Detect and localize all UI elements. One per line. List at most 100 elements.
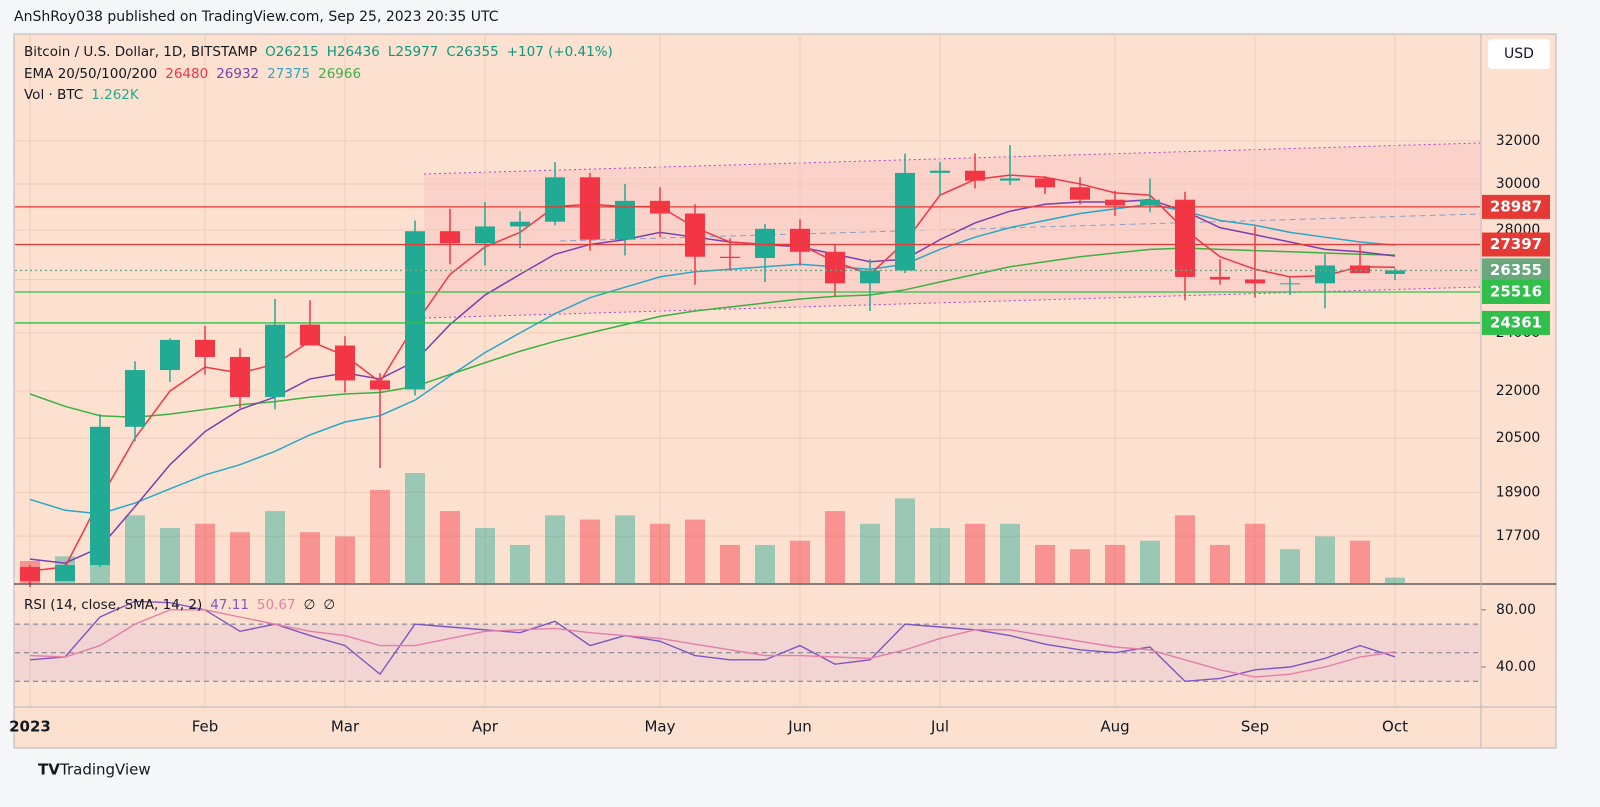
volume-bar [860, 523, 880, 583]
volume-bar [1140, 540, 1160, 583]
candle-body [720, 256, 740, 258]
ema-value: 27375 [267, 66, 311, 82]
y-tick-label: 22000 [1496, 383, 1541, 399]
candle-body [1070, 187, 1090, 200]
candle-body [125, 370, 145, 427]
price-level-box [1482, 310, 1550, 335]
ema-values: 26480 26932 27375 26966 [165, 66, 361, 82]
volume-bar [720, 544, 740, 583]
candle-body [335, 345, 355, 381]
volume-bar [965, 523, 985, 583]
candle-body [230, 356, 250, 398]
y-tick-label: 32000 [1496, 133, 1541, 149]
candle-body [90, 426, 110, 566]
candle-body [1385, 270, 1405, 274]
volume-bar [1350, 540, 1370, 583]
volume-bar [685, 519, 705, 583]
x-tick-label: Feb [192, 718, 219, 736]
volume-bar [1105, 544, 1125, 583]
volume-bar [895, 498, 915, 583]
price-level-label: 24361 [1490, 313, 1542, 331]
y-tick-label: 17700 [1496, 528, 1541, 544]
rsi-values: 47.11 50.67 ∅ ∅ [210, 597, 335, 613]
volume-bar [650, 523, 670, 583]
ohlc-item: H26436 [326, 44, 380, 60]
candle-body [825, 251, 845, 284]
rsi-tick-label: 80.00 [1496, 602, 1536, 618]
candle-body [1245, 279, 1265, 284]
brand-logo: 𝗧𝗩 [38, 761, 60, 779]
volume-bar [580, 519, 600, 583]
published-line: AnShRoy038 published on TradingView.com,… [14, 9, 499, 25]
candle-body [370, 380, 390, 390]
channel-fill [424, 143, 1480, 318]
candle-body [300, 324, 320, 346]
price-level-label: 25516 [1490, 283, 1542, 301]
volume-bar [405, 473, 425, 583]
ohlc-item: O26215 [265, 44, 319, 60]
x-tick-label: Aug [1100, 718, 1129, 736]
volume-bar [825, 511, 845, 583]
price-level-box [1482, 194, 1550, 219]
volume-legend: Vol · BTC 1.262K [24, 87, 139, 103]
ema-value: 26966 [318, 66, 362, 82]
candle-body [1175, 199, 1195, 277]
volume-bar [1210, 544, 1230, 583]
candle-body [1315, 265, 1335, 284]
candle-body [1210, 276, 1230, 280]
candle-body [510, 221, 530, 227]
ema-line [29, 198, 1396, 564]
volume-bar [790, 540, 810, 583]
candle-body [615, 200, 635, 240]
volume-bar [1070, 549, 1090, 583]
volume-bar [475, 528, 495, 583]
x-tick-label: 2023 [9, 718, 51, 736]
brand-name: TradingView [59, 761, 151, 779]
volume-bar [265, 511, 285, 583]
x-tick-label: Jun [787, 718, 811, 736]
rsi-value: 50.67 [256, 597, 296, 613]
candle-body [265, 324, 285, 398]
price-level-box [1482, 258, 1550, 283]
candle-body [160, 339, 180, 371]
price-level-label: 26355 [1490, 261, 1542, 279]
ema-value: 26932 [216, 66, 260, 82]
volume-bar [370, 489, 390, 583]
candle-body [545, 177, 565, 222]
currency-label[interactable]: USD [1504, 46, 1534, 62]
price-level-label: 28987 [1490, 197, 1542, 215]
ema-line [29, 174, 1396, 572]
currency-button[interactable] [1488, 39, 1550, 69]
candle-body [1350, 265, 1370, 274]
candle-body [580, 177, 600, 240]
volume-bar [545, 515, 565, 583]
candle-body [965, 170, 985, 181]
ohlc-legend: O26215 H26436 L25977 C26355 +107 (+0.41%) [265, 44, 613, 60]
rsi-line [29, 600, 1396, 683]
candle-body [790, 228, 810, 252]
symbol-title: Bitcoin / U.S. Dollar, 1D, BITSTAMP [24, 44, 258, 60]
ema-line [29, 203, 1396, 515]
volume-bar [1000, 523, 1020, 583]
volume-bar [1035, 544, 1055, 583]
candle-body [755, 228, 775, 258]
price-level-box [1482, 232, 1550, 257]
rsi-value: 47.11 [210, 597, 249, 613]
candle-body [1140, 199, 1160, 206]
y-tick-label: 30000 [1496, 176, 1541, 192]
volume-bar [125, 515, 145, 583]
volume-value: 1.262K [91, 87, 139, 103]
volume-bar [510, 544, 530, 583]
channel-mid [559, 213, 1481, 242]
ohlc-item: L25977 [387, 44, 439, 60]
price-legend: Bitcoin / U.S. Dollar, 1D, BITSTAMP O262… [24, 44, 613, 60]
candle-body [860, 270, 880, 284]
rsi-tick-label: 40.00 [1496, 659, 1536, 675]
candle-body [895, 172, 915, 271]
candle-body [1280, 283, 1300, 285]
x-tick-label: Oct [1382, 718, 1408, 736]
candle-body [55, 565, 75, 581]
rsi-legend: RSI (14, close, SMA, 14, 2) 47.11 50.67 ∅ ∅ [24, 597, 335, 613]
